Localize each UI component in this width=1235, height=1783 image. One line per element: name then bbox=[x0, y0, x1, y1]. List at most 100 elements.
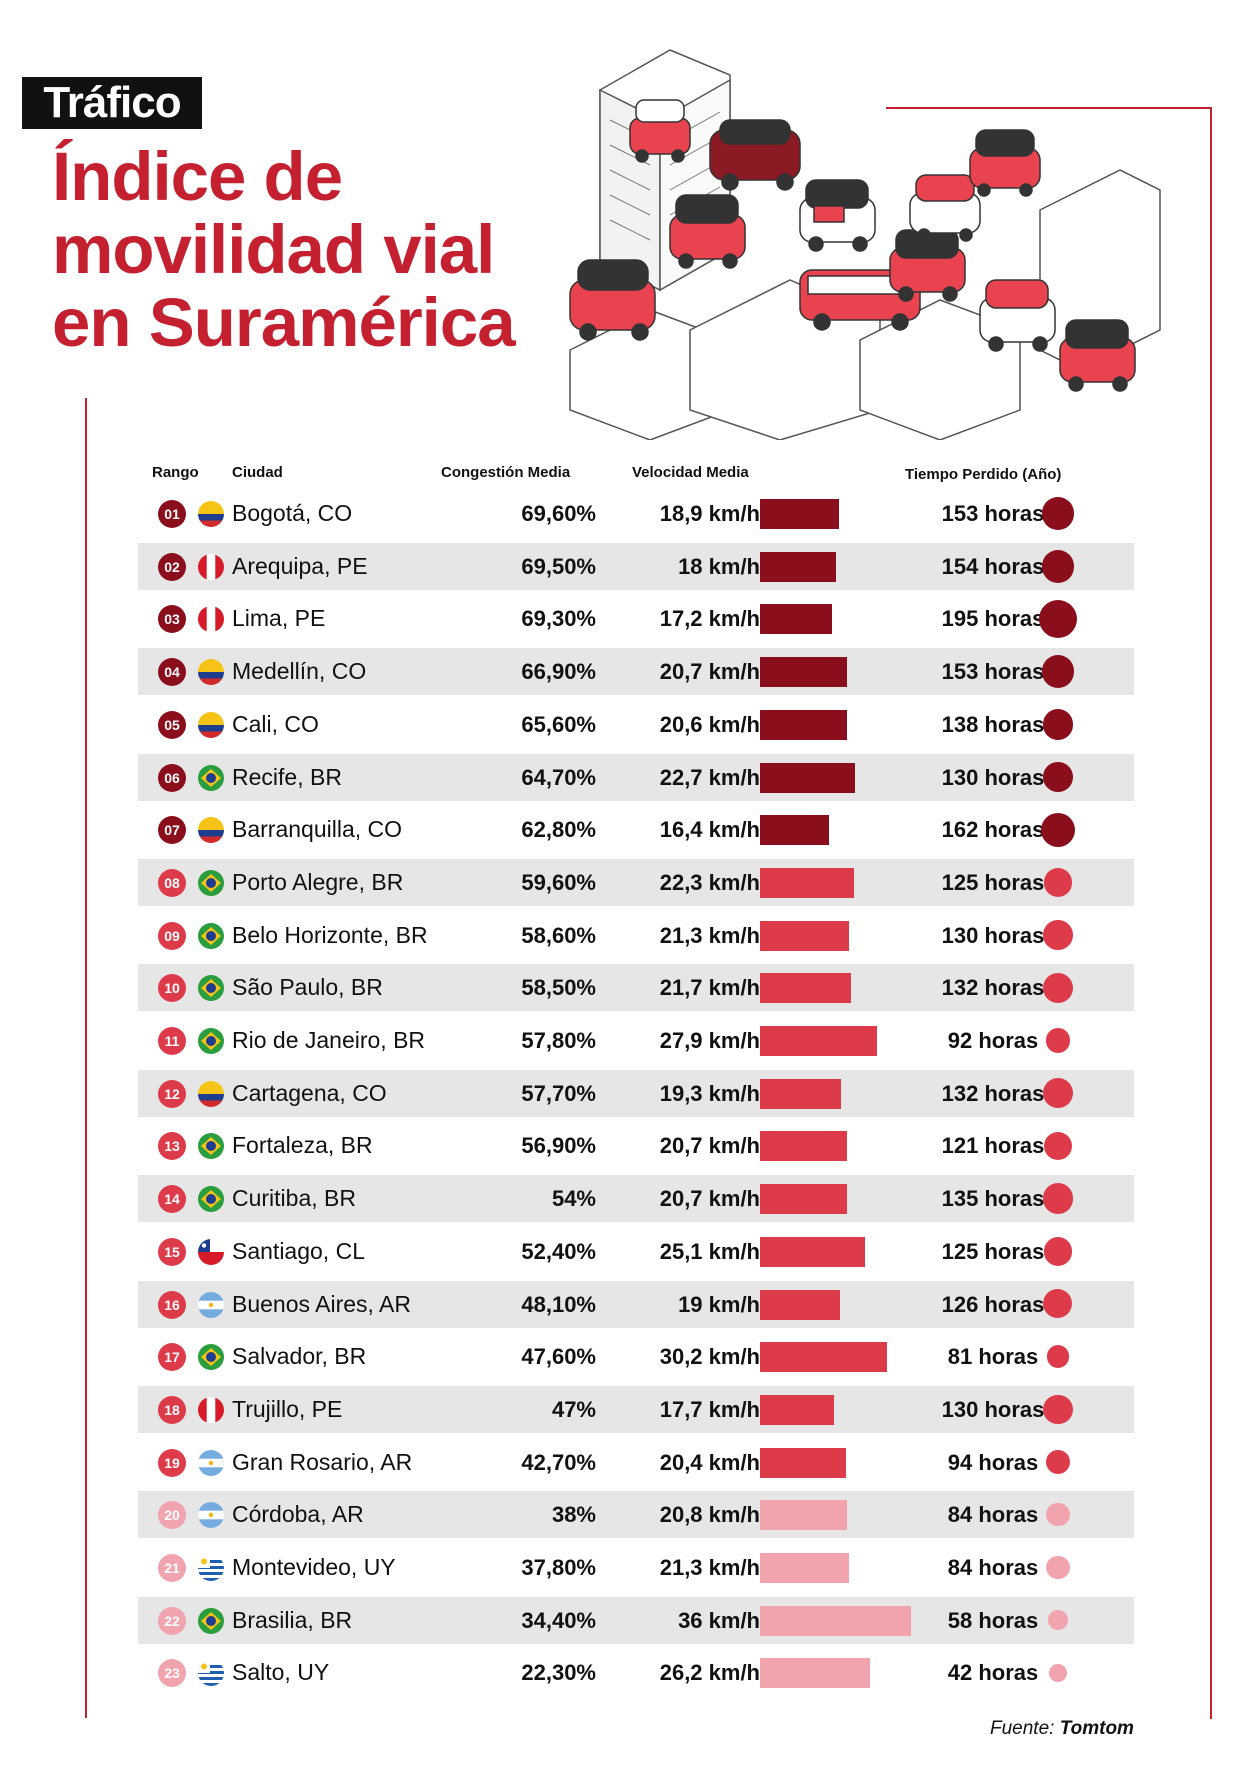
table-row: 07 Barranquilla, CO 62,80% 16,4 km/h 162 hor… bbox=[138, 806, 1134, 853]
time-lost-dot bbox=[1043, 1078, 1073, 1109]
table-row: 12 Cartagena, CO 57,70% 19,3 km/h 132 horas bbox=[138, 1069, 1134, 1117]
table-row: 15 Santiago, CL 52,40% 25,1 km/h 125 horas bbox=[138, 1228, 1134, 1275]
speed-value: 26,2 km/h bbox=[659, 1660, 760, 1686]
hours-value: 130 horas bbox=[941, 1396, 1045, 1422]
rank-badge: 01 bbox=[158, 500, 186, 528]
rank-badge: 19 bbox=[158, 1448, 186, 1477]
congestion-value: 38% bbox=[551, 1502, 596, 1528]
table-row: 16 Buenos Aires, AR 48,10% 19 km/h 126 horas bbox=[138, 1280, 1134, 1328]
congestion-value: 58,60% bbox=[521, 922, 596, 948]
time-lost-dot bbox=[1048, 1610, 1068, 1631]
rank-badge: 23 bbox=[158, 1659, 186, 1688]
hours-value: 130 horas bbox=[941, 922, 1045, 948]
col-header-congestion: Congestión Media bbox=[441, 464, 571, 481]
title-line-2: movilidad vial bbox=[52, 211, 495, 288]
speed-value: 30,2 km/h bbox=[659, 1344, 760, 1370]
rank-badge: 14 bbox=[158, 1185, 186, 1214]
city-name: Brasilia, BR bbox=[232, 1606, 353, 1633]
speed-bar bbox=[760, 1131, 847, 1162]
time-lost-dot bbox=[1038, 599, 1078, 639]
rank-badge: 04 bbox=[158, 658, 186, 687]
rank-badge: 03 bbox=[158, 605, 186, 634]
flag-icon-br bbox=[198, 1133, 224, 1160]
city-name: Bogotá, CO bbox=[232, 500, 353, 526]
flag-icon-br bbox=[198, 1344, 224, 1371]
congestion-value: 65,60% bbox=[521, 711, 596, 737]
time-lost-dot bbox=[1043, 762, 1073, 792]
speed-value: 18 km/h bbox=[678, 553, 760, 579]
time-lost-dot bbox=[1041, 497, 1075, 530]
time-lost-dot bbox=[1043, 1289, 1073, 1319]
flag-icon-br bbox=[198, 869, 224, 896]
speed-value: 22,3 km/h bbox=[659, 869, 760, 895]
speed-value: 21,3 km/h bbox=[659, 922, 760, 948]
title-line-1: Índice de bbox=[52, 138, 343, 215]
table-row: 23 Salto, UY 22,30% 26,2 km/h 42 horas bbox=[138, 1649, 1134, 1696]
speed-bar bbox=[760, 1236, 866, 1267]
time-lost-dot bbox=[1043, 920, 1073, 950]
speed-bar bbox=[760, 1342, 887, 1373]
speed-value: 18,9 km/h bbox=[659, 501, 760, 526]
speed-bar bbox=[760, 1605, 912, 1636]
table-row: 06 Recife, BR 64,70% 22,7 km/h 130 horas bbox=[138, 753, 1134, 801]
speed-value: 17,2 km/h bbox=[659, 606, 760, 632]
hours-value: 94 horas bbox=[947, 1449, 1039, 1475]
city-name: Salto, UY bbox=[232, 1659, 330, 1686]
speed-bar bbox=[760, 1553, 850, 1583]
time-lost-dot bbox=[1045, 1449, 1071, 1475]
city-name: Buenos Aires, AR bbox=[232, 1290, 411, 1317]
city-name: Curitiba, BR bbox=[232, 1185, 356, 1212]
flag-icon-uy bbox=[198, 1660, 224, 1687]
speed-value: 21,3 km/h bbox=[659, 1555, 760, 1580]
rank-badge: 08 bbox=[158, 868, 186, 897]
traffic-illustration bbox=[569, 49, 1161, 440]
hours-value: 153 horas bbox=[941, 501, 1045, 526]
table-row: 05 Cali, CO 65,60% 20,6 km/h 138 horas bbox=[138, 701, 1134, 748]
table-row: 01 Bogotá, CO 69,60% 18,9 km/h 153 horas bbox=[138, 490, 1134, 537]
congestion-value: 37,80% bbox=[521, 1555, 596, 1580]
flag-icon-co bbox=[198, 501, 224, 527]
rank-badge: 16 bbox=[158, 1290, 186, 1319]
flag-icon-br bbox=[198, 1028, 224, 1054]
speed-bar bbox=[760, 1394, 835, 1425]
congestion-value: 69,60% bbox=[521, 501, 596, 526]
table-row: 08 Porto Alegre, BR 59,60% 22,3 km/h 125 hor… bbox=[138, 858, 1134, 906]
congestion-value: 47% bbox=[551, 1396, 596, 1422]
time-lost-dot bbox=[1046, 1345, 1070, 1369]
table-row: 20 Córdoba, AR 38% 20,8 km/h 84 horas bbox=[138, 1491, 1134, 1539]
speed-bar bbox=[760, 1184, 847, 1215]
rank-badge: 10 bbox=[158, 974, 186, 1003]
table-row: 03 Lima, PE 69,30% 17,2 km/h 195 horas bbox=[138, 595, 1134, 642]
flag-icon-br bbox=[198, 764, 224, 791]
rank-badge: 20 bbox=[158, 1501, 186, 1530]
rank-badge: 12 bbox=[158, 1079, 186, 1108]
table-row: 18 Trujillo, PE 47% 17,7 km/h 130 horas bbox=[138, 1385, 1134, 1433]
city-name: Montevideo, UY bbox=[232, 1554, 396, 1580]
congestion-value: 56,90% bbox=[521, 1133, 596, 1159]
flag-icon-pe bbox=[198, 1396, 224, 1423]
city-name: Porto Alegre, BR bbox=[232, 868, 404, 895]
table-row: 14 Curitiba, BR 54% 20,7 km/h 135 horas bbox=[138, 1175, 1134, 1223]
time-lost-dot bbox=[1049, 1664, 1067, 1682]
table-row: 11 Rio de Janeiro, BR 57,80% 27,9 km/h 92 ho… bbox=[138, 1017, 1134, 1064]
speed-value: 16,4 km/h bbox=[659, 817, 760, 843]
city-name: Cali, CO bbox=[232, 710, 319, 737]
speed-bar bbox=[760, 920, 850, 951]
congestion-value: 66,90% bbox=[521, 659, 596, 685]
speed-value: 20,7 km/h bbox=[659, 1186, 760, 1212]
flag-icon-cl bbox=[198, 1238, 224, 1265]
speed-bar bbox=[760, 1500, 848, 1531]
hours-value: 132 horas bbox=[941, 1080, 1045, 1106]
source-note: Fuente: Tomtom bbox=[990, 1718, 1134, 1740]
hours-value: 195 horas bbox=[941, 606, 1045, 632]
hours-value: 84 horas bbox=[947, 1502, 1039, 1528]
speed-bar bbox=[760, 499, 840, 529]
hours-value: 125 horas bbox=[941, 1238, 1045, 1264]
city-name: Rio de Janeiro, BR bbox=[232, 1027, 426, 1053]
rank-badge: 18 bbox=[158, 1395, 186, 1424]
hours-value: 84 horas bbox=[947, 1555, 1039, 1580]
hours-value: 153 horas bbox=[941, 659, 1045, 685]
rank-badge: 15 bbox=[158, 1237, 186, 1266]
congestion-value: 62,80% bbox=[521, 817, 596, 843]
city-name: Gran Rosario, AR bbox=[232, 1448, 413, 1475]
